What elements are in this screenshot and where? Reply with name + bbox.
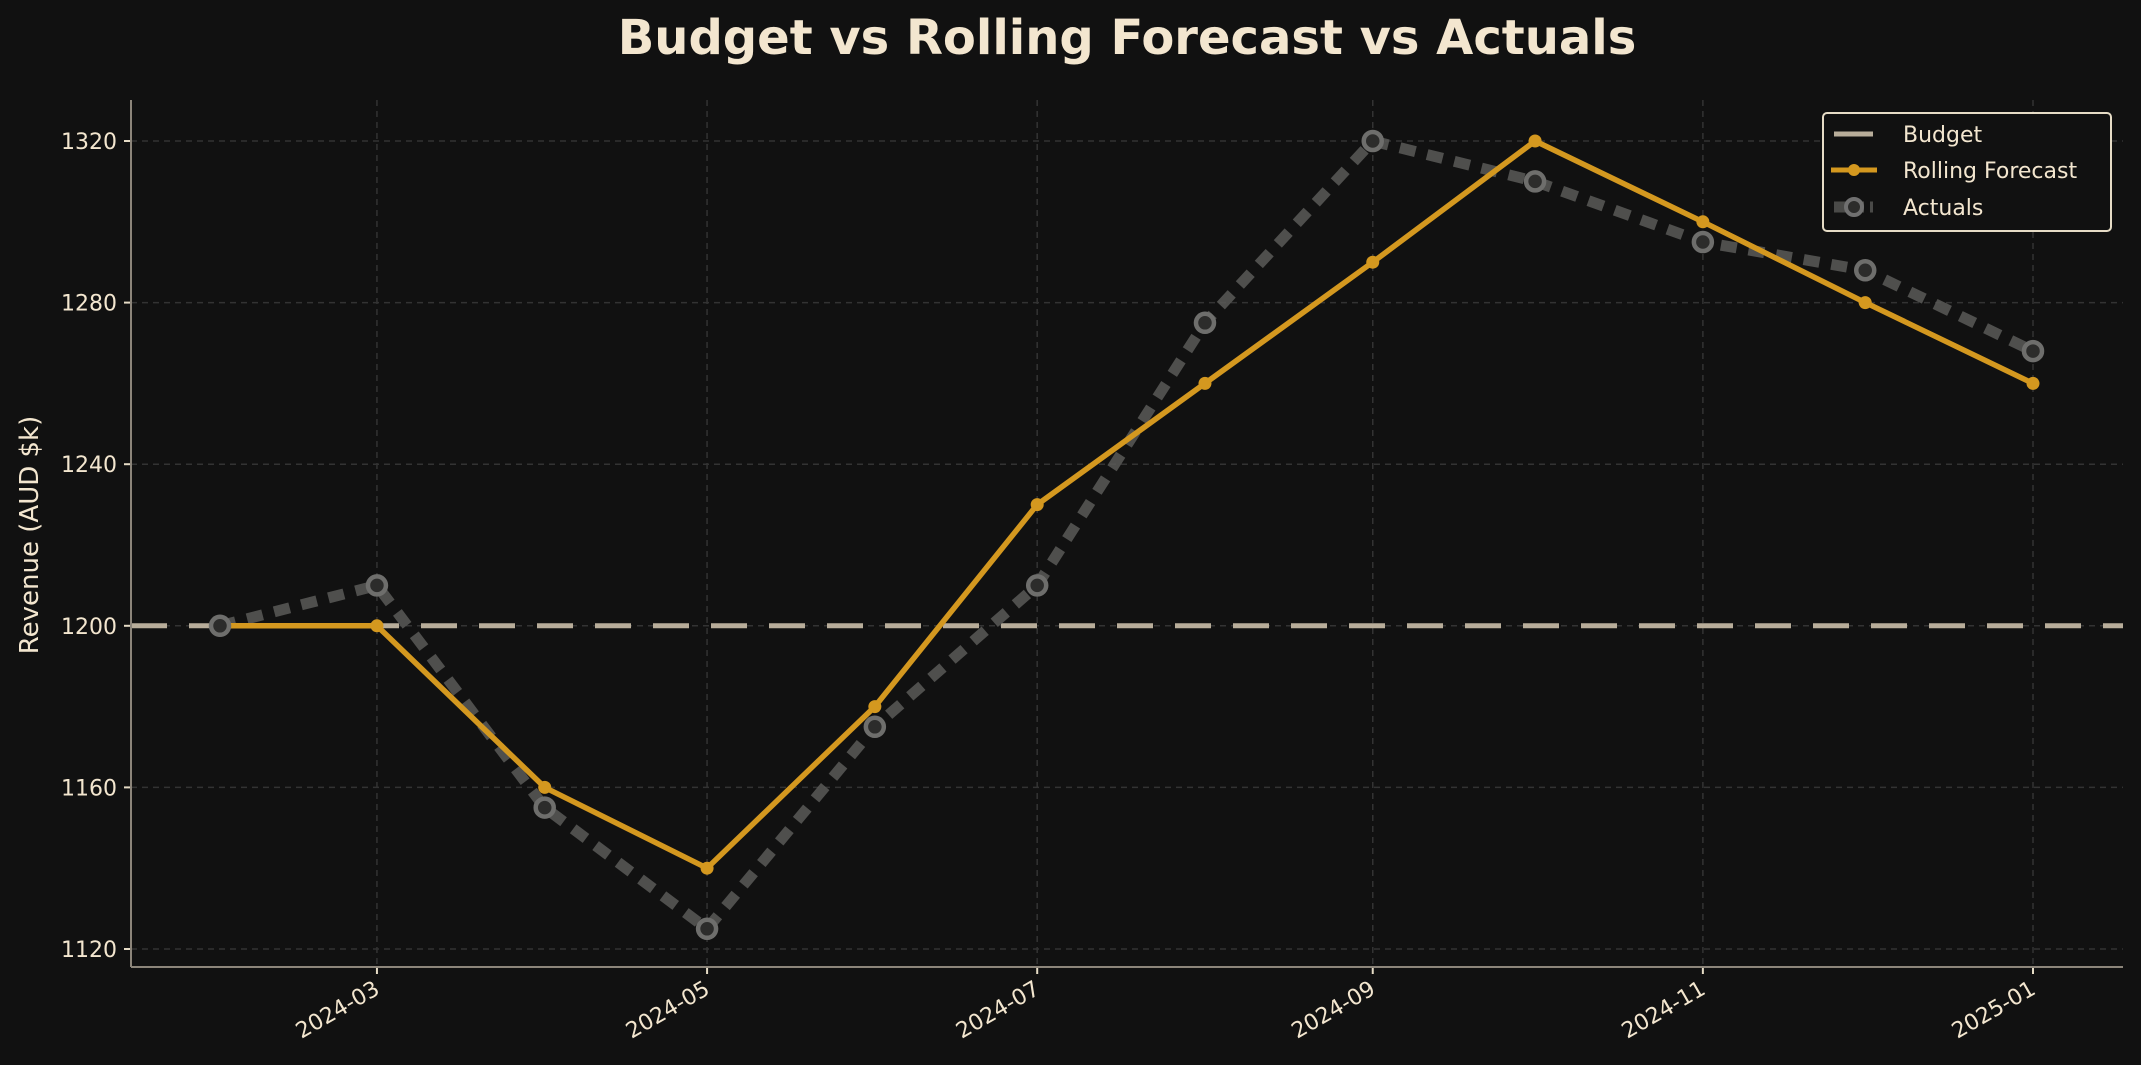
- y-tick-label: 1200: [61, 615, 117, 640]
- axes: 1120 1160 1200 1240 1280 1320 2024-03 2024-05 20…: [61, 100, 2123, 1044]
- grid: [131, 100, 2123, 967]
- y-axis-label: Revenue (AUD $k): [15, 416, 45, 654]
- actuals-point: [2021, 339, 2045, 363]
- legend-budget-label: Budget: [1903, 123, 1983, 148]
- actuals-line: [218, 134, 2036, 937]
- chart-title: Budget vs Rolling Forecast vs Actuals: [618, 10, 1637, 66]
- actuals-point: [1193, 311, 1217, 335]
- x-tick-label: 2024-09: [1288, 977, 1380, 1045]
- x-tick-label: 2025-01: [1948, 977, 2040, 1045]
- y-tick-label: 1160: [61, 776, 117, 801]
- forecast-point: [1528, 134, 1542, 148]
- y-tick-label: 1320: [61, 130, 117, 155]
- actuals-point: [533, 796, 556, 819]
- series-layer: [131, 129, 2123, 941]
- y-tick-label: 1280: [61, 292, 117, 317]
- forecast-point: [1858, 296, 1872, 310]
- forecast-point: [1366, 255, 1380, 269]
- forecast-point: [868, 700, 882, 714]
- actuals-point: [695, 917, 719, 941]
- legend-forecast-label: Rolling Forecast: [1903, 159, 2077, 184]
- y-tick-label: 1120: [61, 938, 117, 963]
- actuals-point: [365, 574, 389, 597]
- legend-box: [1822, 112, 2112, 232]
- x-tick-label: 2024-03: [292, 977, 384, 1045]
- actuals-point: [1523, 170, 1547, 193]
- forecast-point: [538, 780, 552, 794]
- x-tick-label: 2024-05: [622, 977, 714, 1045]
- legend-actuals-label: Actuals: [1903, 196, 1983, 221]
- forecast-point: [2026, 376, 2040, 390]
- forecast-point: [1030, 498, 1044, 512]
- actuals-point: [1025, 574, 1049, 597]
- legend-actuals-marker: [1844, 197, 1864, 217]
- x-tick-label: 2024-07: [952, 977, 1044, 1045]
- forecast-point: [1198, 376, 1212, 390]
- actuals-point: [1691, 230, 1715, 254]
- forecast-point: [700, 861, 714, 875]
- actuals-point: [1361, 129, 1384, 153]
- forecast-point: [1696, 215, 1710, 229]
- x-tick-label: 2024-11: [1618, 977, 1710, 1045]
- y-tick-label: 1240: [61, 453, 117, 478]
- actuals-point: [208, 614, 232, 638]
- legend-forecast-marker: [1848, 164, 1860, 176]
- actuals-point: [1853, 259, 1877, 282]
- forecast-line: [220, 138, 2035, 871]
- legend: Budget Rolling Forecast Actuals: [1822, 112, 2112, 232]
- forecast-point: [370, 619, 384, 633]
- actuals-point: [863, 715, 887, 739]
